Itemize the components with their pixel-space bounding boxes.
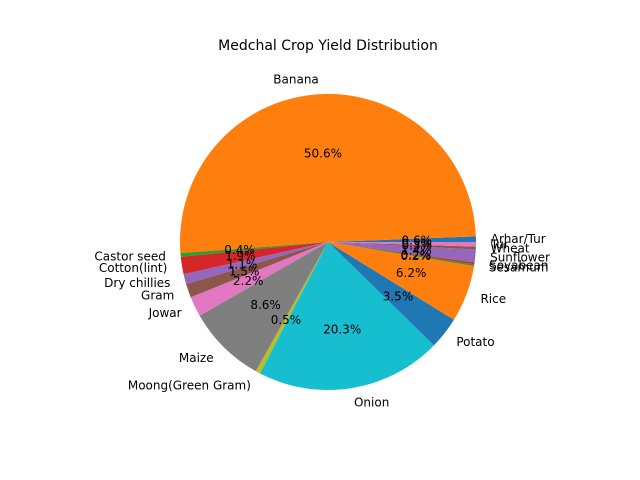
pct-label-wheat: 0.3% bbox=[401, 239, 432, 253]
slice-sunflower bbox=[328, 242, 476, 263]
pct-label-potato: 3.5% bbox=[383, 290, 414, 304]
pct-label-maize: 8.6% bbox=[250, 298, 281, 312]
slice-castor-seed bbox=[180, 242, 328, 257]
category-label-moong-green-gram: Moong(Green Gram) bbox=[128, 378, 251, 392]
pct-label-castor-seed: 0.4% bbox=[224, 243, 255, 257]
slice-arhar-tur bbox=[328, 236, 476, 242]
category-label-banana: Banana bbox=[273, 72, 319, 86]
pct-label-sesamum: 0.2% bbox=[400, 249, 431, 263]
slice-onion bbox=[259, 242, 434, 390]
pct-label-gram: 1.5% bbox=[229, 264, 260, 278]
pct-label-banana: 50.6% bbox=[304, 146, 342, 160]
category-label-jowar: Jowar bbox=[148, 306, 182, 320]
category-label-gram: Gram bbox=[141, 289, 174, 303]
pct-label-jowar: 2.2% bbox=[233, 274, 264, 288]
slice-maize bbox=[199, 242, 328, 372]
slice-dry-chillies bbox=[183, 242, 328, 285]
slice-rice bbox=[328, 242, 475, 320]
pct-label-moong-green-gram: 0.5% bbox=[271, 313, 302, 327]
category-labels: Arhar/Tur Banana Castor seedCotton(lint)Dr… bbox=[94, 72, 550, 409]
category-label-sunflower: Sunflower bbox=[490, 250, 550, 264]
pct-label-onion: 20.3% bbox=[323, 323, 361, 337]
category-label-soyabean: Soyabean bbox=[489, 258, 548, 272]
slice-gram bbox=[186, 242, 328, 298]
slice-banana bbox=[179, 93, 476, 254]
category-label-onion: Onion bbox=[354, 396, 389, 410]
slice-cotton-lint bbox=[180, 242, 328, 275]
category-label-arhar-tur: Arhar/Tur bbox=[491, 232, 546, 246]
pct-label-soyabean: 0.2% bbox=[401, 248, 432, 262]
pct-label-cotton-lint: 1.9% bbox=[225, 249, 256, 263]
category-label-castor-seed: Castor seed bbox=[94, 249, 165, 263]
pct-label-arhar-tur: 0.6% bbox=[402, 233, 433, 247]
category-label-cotton-lint: Cotton(lint) bbox=[99, 261, 167, 275]
category-label-wheat: Wheat bbox=[491, 242, 530, 256]
category-label-rice: Rice bbox=[480, 292, 506, 306]
percent-labels: 0.6%50.6%0.4%1.9%1.1%1.5%2.2%8.6%0.5%20.… bbox=[224, 146, 432, 336]
pie-slices bbox=[179, 93, 477, 390]
pct-label-tur: 0.5% bbox=[402, 236, 433, 250]
category-label-dry-chillies: Dry chillies bbox=[104, 276, 170, 290]
category-label-potato: Potato bbox=[456, 335, 494, 349]
pct-label-sunflower: 1.4% bbox=[401, 243, 432, 257]
slice-soyabean bbox=[328, 242, 475, 265]
slice-jowar bbox=[190, 242, 328, 316]
chart-title: Medchal Crop Yield Distribution bbox=[218, 38, 438, 54]
pct-label-rice: 6.2% bbox=[396, 266, 427, 280]
category-label-sesamum: Sesamum bbox=[489, 260, 549, 274]
slice-tur bbox=[328, 242, 477, 247]
pct-label-dry-chillies: 1.1% bbox=[227, 257, 258, 271]
slice-moong-green-gram bbox=[255, 242, 328, 374]
category-label-tur: Tur bbox=[490, 238, 509, 252]
slice-wheat bbox=[328, 242, 476, 250]
slice-sesamum bbox=[328, 242, 475, 267]
slice-potato bbox=[328, 242, 454, 346]
category-label-maize: Maize bbox=[179, 351, 214, 365]
